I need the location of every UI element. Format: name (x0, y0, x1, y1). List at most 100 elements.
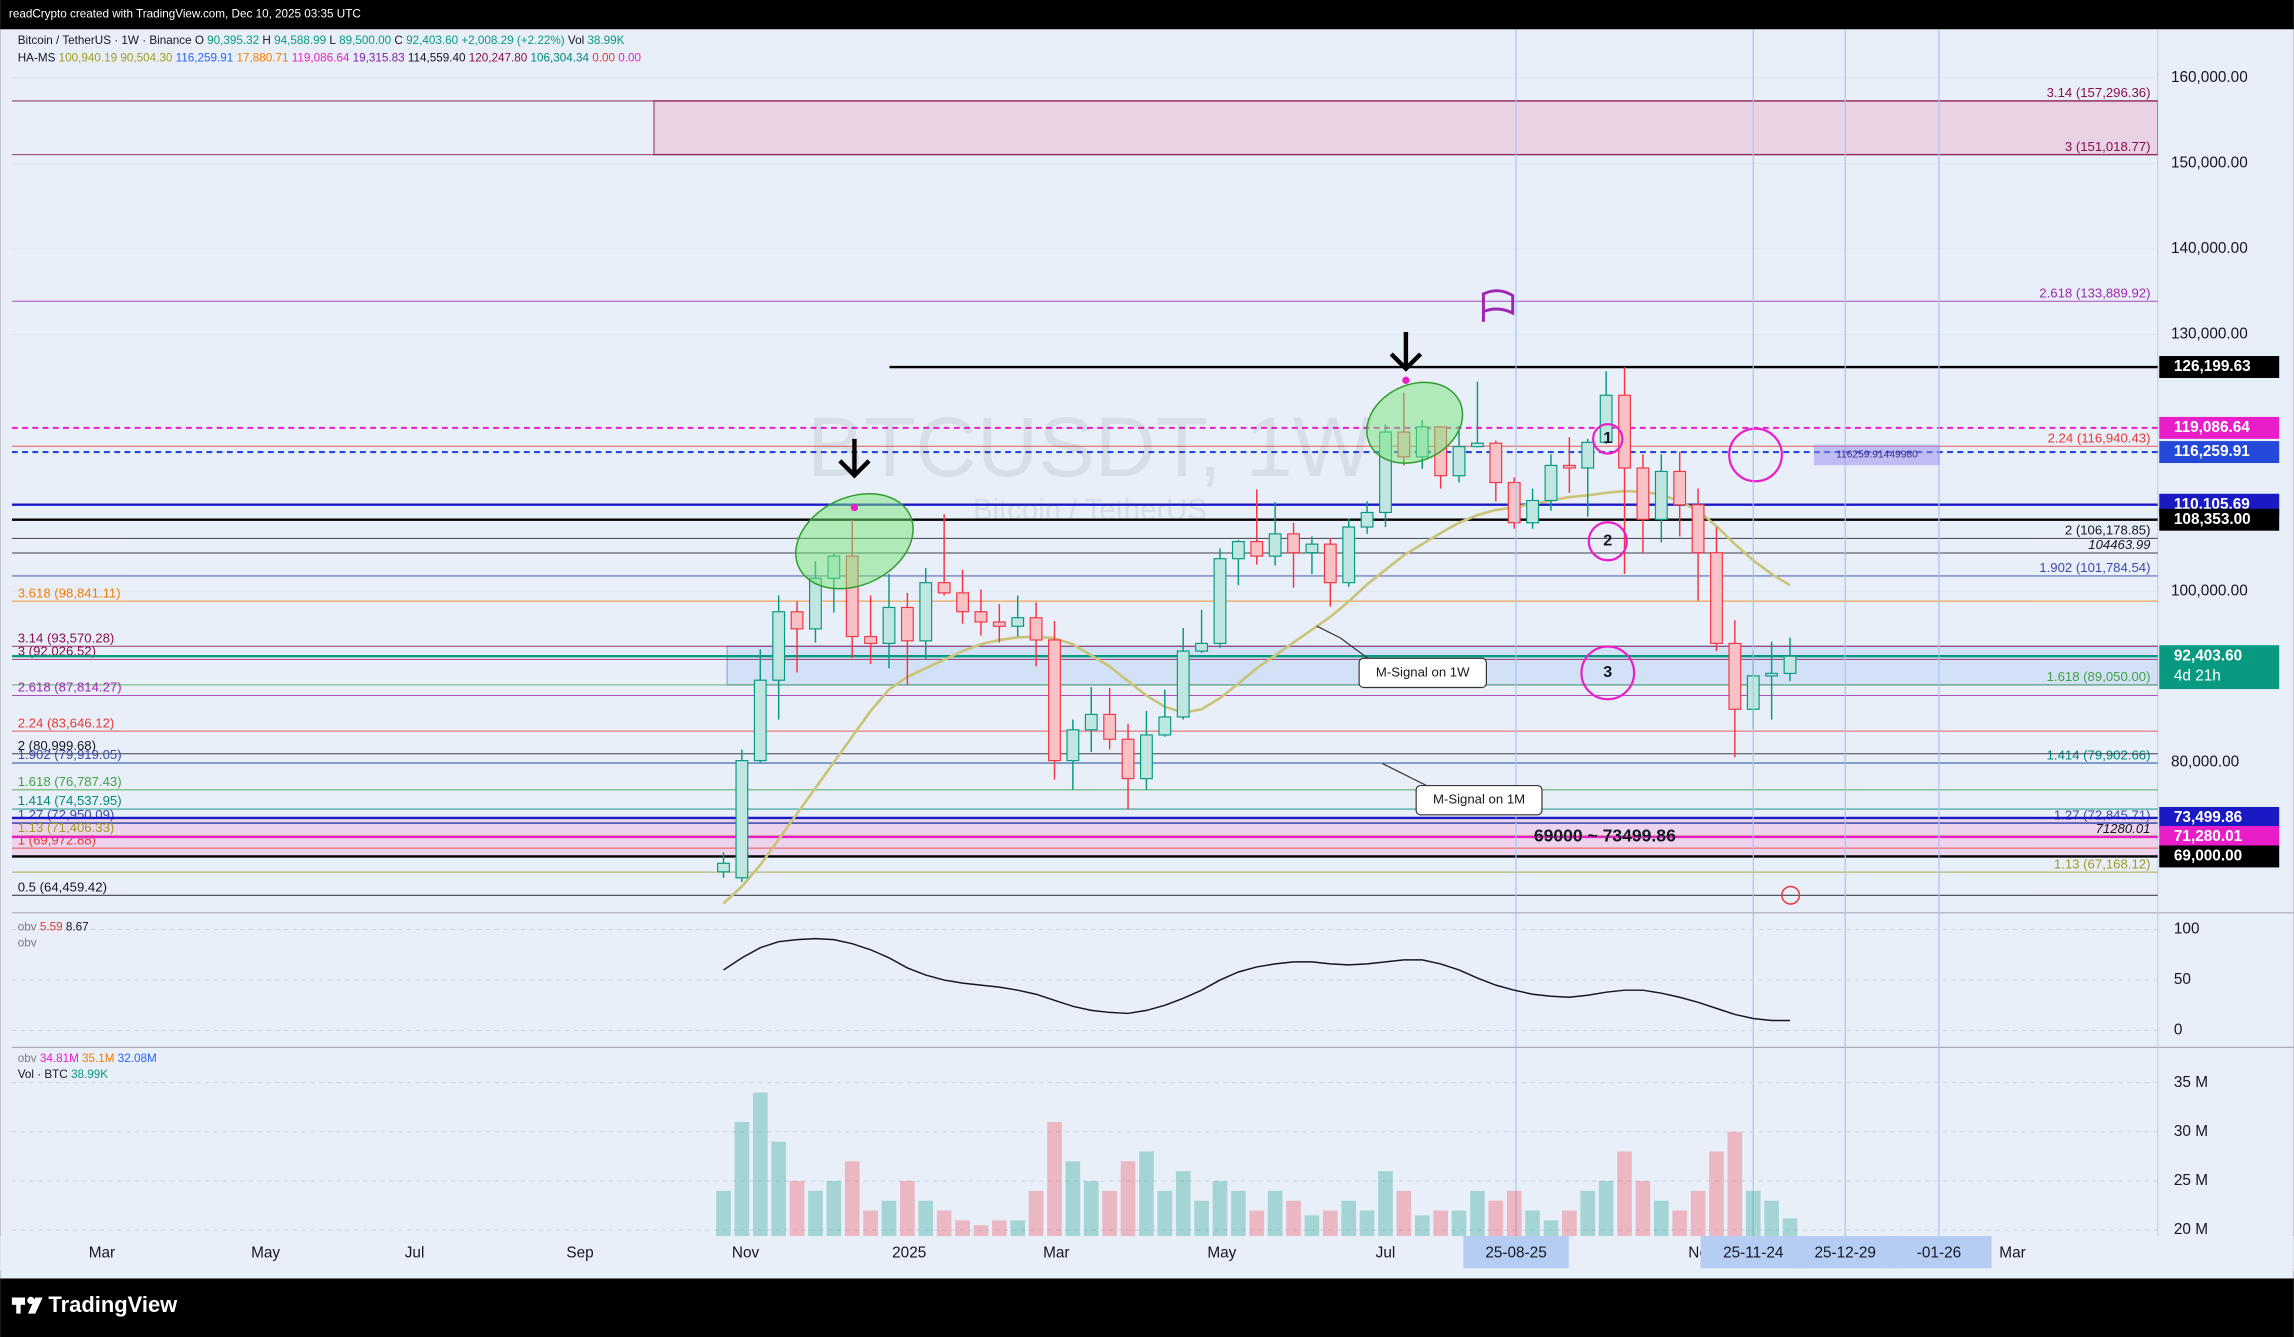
candle-body (790, 611, 804, 630)
marker-label: 1 (1603, 429, 1612, 447)
volume-bar (1488, 1200, 1504, 1237)
candle-body (1231, 540, 1245, 560)
time-highlight (1792, 1236, 1898, 1269)
highlight-ellipse (795, 493, 914, 590)
volume-bar (1231, 1190, 1246, 1237)
marker-circle (1587, 521, 1628, 562)
fib-label: 1.414 (74,537.95) (18, 793, 122, 808)
marker-label: 2 (1603, 531, 1612, 549)
fib-label: 3 (151,018.77) (2065, 139, 2151, 154)
legend-item: 38.99K (587, 34, 624, 47)
fib-label: 3.14 (93,570.28) (18, 630, 115, 645)
volume-bar (1083, 1181, 1099, 1237)
volume-bar (1414, 1215, 1430, 1237)
fib-label: 1.902 (101,784.54) (2039, 560, 2150, 575)
legend-item: 92,403.60 (406, 34, 458, 47)
legend-item: 120,247.80 (469, 52, 528, 65)
volume-bar (1304, 1215, 1320, 1237)
time-highlight (1886, 1236, 1992, 1269)
candle-body (1287, 533, 1300, 554)
volume-bar (1323, 1210, 1338, 1237)
bottom-bar (0, 1278, 2294, 1337)
volume-bar (1451, 1210, 1467, 1237)
legend-item: L (329, 34, 336, 47)
fib-label: 1.414 (79,902.66) (2047, 747, 2151, 762)
legend: HA-MS 100,940.19 90,504.30 116,259.91 17… (18, 52, 642, 65)
candle-body (1581, 441, 1595, 469)
volume-bar (973, 1225, 989, 1237)
y-tick-label: 20 M (2174, 1221, 2208, 1238)
fib-label: 2.24 (83,646.12) (18, 715, 115, 730)
price-tag-sub: 4d 21h (2174, 668, 2221, 685)
x-tick-label: Mar (1999, 1245, 2025, 1262)
x-tick-label: Jul (1376, 1245, 1396, 1262)
volume-bar (1690, 1190, 1706, 1237)
legend-item: Bitcoin / TetherUS · 1W · Binance (18, 34, 192, 47)
fib-label: 2.618 (87,814.27) (18, 680, 122, 695)
volume-bar (1286, 1200, 1301, 1237)
candle-body (1489, 442, 1503, 484)
fib-label: 1.618 (89,050.00) (2047, 669, 2151, 684)
legend-item: 8.67 (66, 921, 89, 934)
x-tick-label: Nov (732, 1245, 760, 1262)
top-bar (0, 0, 2294, 30)
y-tick-label: 140,000.00 (2171, 240, 2248, 257)
ray-box (1814, 444, 1940, 466)
volume-bar (863, 1210, 878, 1237)
volume-bar (1470, 1190, 1485, 1237)
legend-item: obv (18, 1052, 37, 1065)
candle-body (1618, 394, 1631, 469)
volume-bar (1598, 1181, 1614, 1237)
legend: obv 34.81M 35.1M 32.08M (18, 1052, 157, 1065)
candle-body (1342, 526, 1356, 584)
fib-label: 3.14 (157,296.36) (2047, 85, 2151, 100)
y-tick-label: 80,000.00 (2171, 753, 2239, 770)
candle-body (974, 611, 988, 623)
volume-bar (1120, 1161, 1136, 1237)
price-tag-label: 69,000.00 (2174, 848, 2242, 865)
volume-bar (844, 1161, 860, 1237)
x-tick-label: 2025 (892, 1245, 926, 1262)
legend-item: 0.00 (592, 52, 615, 65)
annotation: M-Signal on 1W (1376, 664, 1470, 679)
legend-item: 0.00 (618, 52, 641, 65)
circle (1728, 427, 1783, 483)
zone-label: 69000 ~ 73499.86 (1534, 826, 1676, 846)
y-tick-label: 0 (2174, 1022, 2183, 1039)
legend-item: 116,259.91 (176, 52, 234, 65)
volume-bar (881, 1200, 897, 1237)
candle-body (1452, 446, 1466, 477)
top-bar-text: readCrypto created with TradingView.com,… (9, 8, 361, 21)
volume-bar (1635, 1181, 1651, 1237)
y-tick-label: 100 (2174, 921, 2200, 938)
fib-label: 2 (80,999.68) (18, 738, 96, 753)
volume-bar (1341, 1200, 1357, 1237)
candle-body (1323, 543, 1337, 584)
annotation: M-Signal on 1M (1433, 792, 1525, 807)
annotation-box (1358, 657, 1487, 689)
legend-item: 34.81M (40, 1052, 79, 1065)
price-tag (2159, 441, 2280, 464)
x-tick-label: Mar (1043, 1245, 1069, 1262)
time-highlight (1700, 1236, 1806, 1269)
fib-label: 2 (106,178.85) (2065, 522, 2151, 537)
candle-body (1360, 511, 1374, 528)
candle-body (1103, 713, 1117, 740)
volume-bar (1562, 1210, 1577, 1237)
price-tag-label: 119,086.64 (2174, 419, 2250, 436)
overlay (795, 289, 1801, 905)
candle-body (956, 592, 969, 613)
candle-body (1507, 481, 1521, 524)
legend-item: 90,395.32 (207, 34, 259, 47)
candle-body (1599, 394, 1613, 443)
legend-item: C (394, 34, 402, 47)
volume-bar (1653, 1200, 1669, 1237)
volume-bar (1267, 1190, 1283, 1237)
price-tag (2159, 825, 2280, 848)
volume-bar (1525, 1210, 1540, 1237)
y-tick-label: 160,000.00 (2171, 69, 2248, 86)
candle-body (1728, 642, 1742, 710)
candle-body (919, 582, 933, 642)
